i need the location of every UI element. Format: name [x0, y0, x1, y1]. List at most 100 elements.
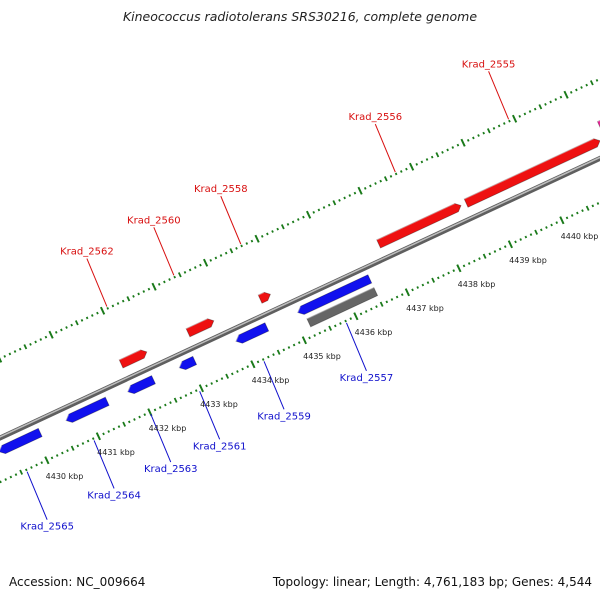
scale-tick	[442, 274, 445, 277]
scale-tick	[122, 421, 127, 427]
scale-tick	[25, 468, 28, 472]
gene-feature-highlight	[463, 138, 594, 200]
scale-tick	[86, 439, 90, 443]
scale-tick	[519, 238, 522, 241]
gene-feature[interactable]	[65, 396, 110, 423]
gene-label[interactable]: Krad_2565	[20, 522, 74, 533]
gene-label[interactable]: Krad_2559	[257, 411, 311, 422]
scale-tick	[39, 338, 43, 341]
scale-tick	[0, 357, 3, 363]
scale-tick	[107, 430, 110, 433]
gene-feature[interactable]	[297, 274, 373, 315]
scale-tick	[272, 353, 275, 357]
scale-tick	[466, 138, 470, 142]
gene-feature[interactable]	[0, 427, 43, 455]
scale-tick	[235, 246, 238, 250]
scale-tick	[121, 299, 125, 303]
gene-label[interactable]: Krad_2561	[193, 441, 247, 452]
scale-tick	[229, 248, 234, 254]
gene-feature[interactable]	[235, 322, 270, 344]
scale-tick	[4, 478, 7, 481]
gene-label[interactable]: Krad_2563	[144, 464, 198, 475]
gene-feature-highlight	[306, 286, 375, 320]
scale-tick	[416, 286, 419, 289]
gene-feature-highlight	[127, 385, 131, 392]
gene-feature[interactable]	[257, 291, 271, 304]
scale-tick	[91, 437, 95, 441]
scale-label: 4440 kbp	[561, 232, 599, 241]
scale-label: 4431 kbp	[97, 448, 135, 457]
scale-label: 4436 kbp	[355, 328, 393, 337]
scale-tick	[493, 250, 497, 253]
scale-tick	[405, 167, 408, 171]
scale-tick	[55, 454, 59, 457]
scale-tick	[503, 122, 506, 125]
gene-feature[interactable]	[178, 355, 198, 371]
scale-tick	[241, 367, 244, 371]
scale-tick	[76, 444, 80, 448]
scale-tick	[85, 316, 89, 320]
gene-label[interactable]: Krad_2556	[348, 112, 402, 123]
scale-tick	[231, 372, 234, 376]
scale-tick	[132, 294, 135, 298]
scale-tick	[400, 293, 404, 297]
scale-tick	[322, 206, 326, 209]
scale-tick	[364, 310, 368, 313]
scale-tick	[65, 326, 68, 329]
gene-label[interactable]: Krad_2562	[60, 247, 114, 258]
scale-tick	[13, 350, 17, 353]
gene-label[interactable]: Krad_2557	[340, 373, 394, 384]
gene-label[interactable]: Krad_2560	[127, 215, 181, 226]
gene-feature[interactable]	[185, 318, 215, 338]
gene-feature[interactable]	[596, 92, 600, 129]
scale-tick	[437, 276, 440, 280]
scale-tick	[54, 330, 58, 334]
scale-tick	[404, 288, 410, 297]
gene-feature[interactable]	[127, 375, 156, 395]
gene-labels: Krad_2565 Krad_2564 Krad_2563 Krad_2562 Krad…	[20, 59, 515, 532]
gene-feature[interactable]	[306, 286, 379, 328]
scale-tick	[179, 396, 183, 400]
gene-feature[interactable]	[376, 203, 462, 249]
accession-text: Accession: NC_009664	[9, 575, 146, 589]
scale-tick	[390, 298, 394, 301]
scale-tick	[173, 397, 178, 403]
scale-tick	[383, 176, 388, 182]
scale-tick	[40, 461, 44, 465]
scale-tick	[30, 466, 33, 469]
scale-tick	[250, 360, 256, 369]
scale-tick	[338, 198, 341, 202]
scale-tick	[60, 328, 63, 332]
gene-feature[interactable]	[118, 349, 148, 369]
scale-tick	[456, 143, 460, 147]
gene-feature-highlight	[65, 414, 70, 421]
scale-tick	[344, 319, 347, 323]
scale-tick	[379, 301, 384, 307]
scale-tick	[523, 112, 527, 116]
scale-tick	[48, 330, 54, 339]
scale-tick	[96, 311, 99, 315]
scale-tick	[359, 312, 363, 316]
scale-tick	[533, 107, 537, 111]
scale-tick	[596, 202, 600, 205]
scale-tick	[117, 425, 121, 429]
scale-tick	[102, 432, 105, 436]
scale-tick	[9, 475, 13, 479]
scale-tick	[202, 258, 209, 267]
scale-tick	[575, 88, 578, 92]
scale-tick	[14, 473, 18, 477]
scale-tick	[183, 270, 187, 274]
gene-label[interactable]: Krad_2555	[462, 59, 516, 70]
scale-tick	[559, 216, 565, 225]
scale-label: 4434 kbp	[252, 376, 290, 385]
scale-tick	[570, 214, 574, 217]
scale-tick	[29, 342, 32, 346]
gene-label[interactable]: Krad_2558	[194, 184, 248, 195]
scale-tick	[503, 245, 507, 249]
scale-tick	[411, 288, 414, 292]
scale-tick	[318, 331, 322, 335]
gene-feature[interactable]	[463, 138, 600, 208]
scale-tick	[308, 336, 311, 340]
scale-tick	[142, 290, 146, 293]
gene-label[interactable]: Krad_2564	[87, 490, 141, 501]
